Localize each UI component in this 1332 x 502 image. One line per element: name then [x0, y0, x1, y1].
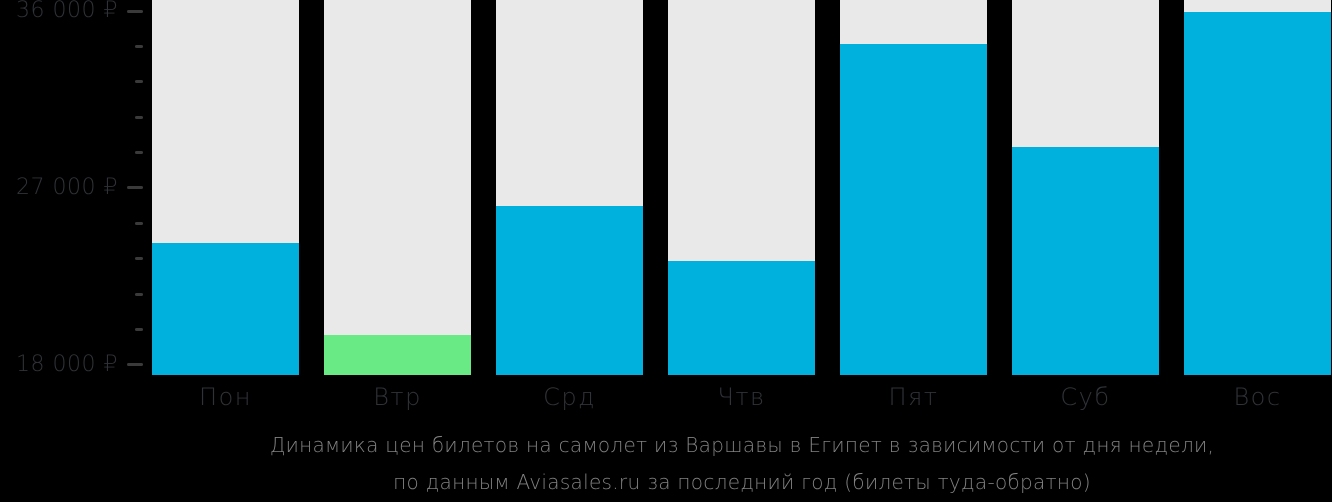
- day-column-Пон: [152, 0, 299, 375]
- price-bar-Суб[interactable]: [1012, 146, 1159, 375]
- day-column-Втр: [324, 0, 471, 375]
- day-label-Вос: Вос: [1233, 383, 1282, 411]
- caption-line-2: по данным Aviasales.ru за последний год …: [393, 470, 1091, 494]
- y-axis-label-36000: 36 000 ₽: [16, 0, 118, 23]
- day-label-Втр: Втр: [373, 383, 422, 411]
- caption-line-1: Динамика цен билетов на самолет из Варша…: [269, 433, 1215, 457]
- y-minor-tick-19800: [135, 327, 143, 331]
- y-major-tick-36000: [127, 9, 143, 13]
- chart-caption: Динамика цен билетов на самолет из Варша…: [152, 427, 1332, 501]
- price-bar-Пон[interactable]: [152, 242, 299, 375]
- y-minor-tick-32400: [135, 80, 143, 84]
- y-minor-tick-34200: [135, 44, 143, 48]
- day-column-Пят: [840, 0, 987, 375]
- day-label-Срд: Срд: [543, 383, 596, 411]
- day-label-Чтв: Чтв: [717, 383, 766, 411]
- y-minor-tick-30600: [135, 115, 143, 119]
- day-label-Суб: Суб: [1060, 383, 1111, 411]
- price-bar-Срд[interactable]: [496, 205, 643, 375]
- y-minor-tick-21600: [135, 292, 143, 296]
- price-bar-Чтв[interactable]: [668, 260, 815, 375]
- price-bar-Втр[interactable]: [324, 335, 471, 375]
- day-column-Вос: [1184, 0, 1331, 375]
- y-major-tick-27000: [127, 186, 143, 190]
- y-minor-tick-25200: [135, 221, 143, 225]
- day-column-Чтв: [668, 0, 815, 375]
- y-major-tick-18000: [127, 363, 143, 367]
- price-bar-Пят[interactable]: [840, 44, 987, 375]
- day-column-Суб: [1012, 0, 1159, 375]
- y-minor-tick-23400: [135, 257, 143, 261]
- price-bar-Вос[interactable]: [1184, 12, 1331, 375]
- y-axis-label-18000: 18 000 ₽: [16, 351, 118, 377]
- y-axis-label-27000: 27 000 ₽: [16, 174, 118, 200]
- day-label-Пят: Пят: [888, 383, 939, 411]
- y-minor-tick-28800: [135, 151, 143, 155]
- plot-area: 36 000 ₽ 27 000 ₽ 18 000 ₽: [16, 0, 1331, 377]
- day-label-Пон: Пон: [199, 383, 252, 411]
- day-column-Срд: [496, 0, 643, 375]
